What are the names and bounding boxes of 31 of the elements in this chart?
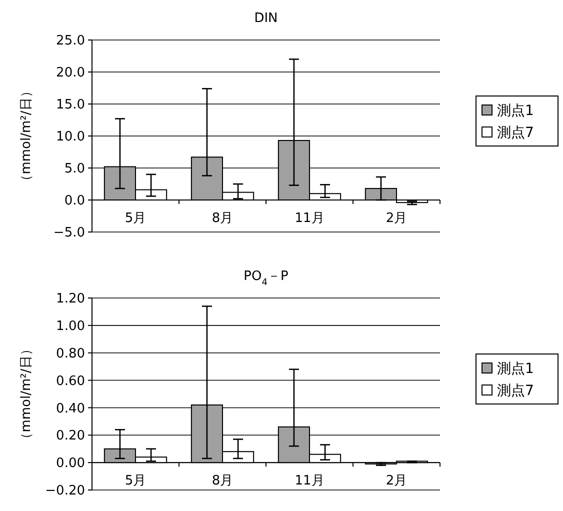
y-tick-label: 0.20 [56, 428, 85, 444]
x-tick-label: 11月 [294, 474, 324, 489]
y-axis-title: （mmol/m²/日） [19, 84, 34, 188]
y-tick-label: 0.40 [56, 401, 85, 416]
legend-label: 測点7 [497, 125, 534, 141]
y-tick-label: 5.0 [64, 162, 85, 177]
x-tick-label: 2月 [386, 474, 408, 489]
y-tick-label: 0.0 [64, 194, 85, 209]
legend-label: 測点1 [497, 361, 534, 377]
chart-title: DIN [254, 11, 278, 26]
y-tick-label: −0.20 [45, 484, 85, 499]
y-tick-label: 0.80 [56, 346, 85, 362]
x-tick-label: 11月 [294, 211, 324, 226]
x-tick-label: 2月 [386, 211, 408, 226]
y-tick-label: 20.0 [56, 66, 85, 81]
y-tick-label: −5.0 [53, 226, 85, 241]
x-tick-label: 8月 [212, 211, 234, 226]
x-tick-label: 5月 [124, 211, 146, 226]
chart-title: PO$_{4}$－P [244, 269, 289, 288]
y-tick-label: 0.00 [56, 456, 85, 472]
x-tick-label: 5月 [124, 474, 146, 489]
y-axis-title: （mmol/m²/日） [19, 342, 34, 446]
y-tick-label: 0.60 [56, 374, 85, 389]
y-tick-label: 1.00 [56, 318, 85, 334]
legend-label: 測点1 [497, 103, 534, 119]
y-tick-label: 1.20 [56, 292, 85, 307]
y-tick-label: 15.0 [56, 98, 85, 113]
y-tick-label: 25.0 [56, 34, 85, 49]
y-tick-label: 10.0 [56, 130, 85, 145]
x-tick-label: 8月 [212, 474, 234, 489]
legend-label: 測点7 [497, 383, 534, 399]
